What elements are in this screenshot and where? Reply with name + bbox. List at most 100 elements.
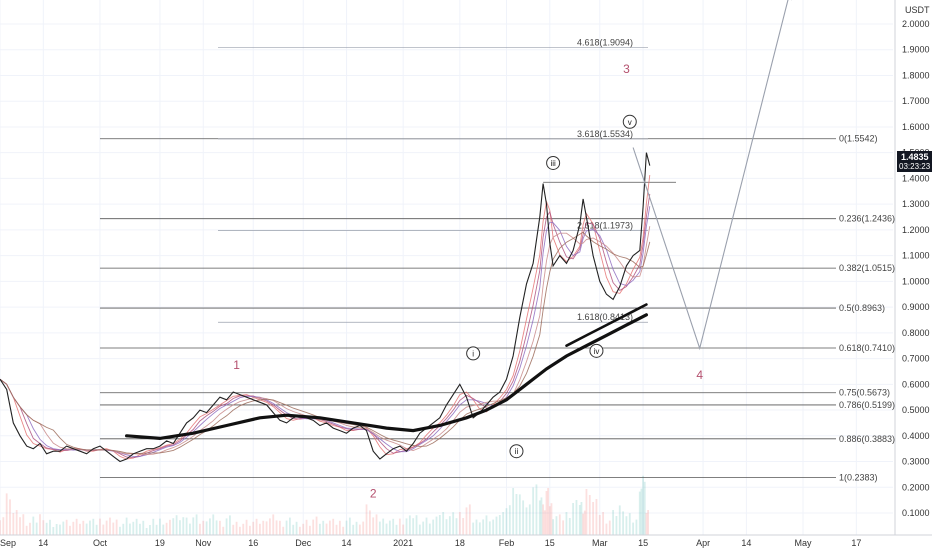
- volume-bar: [199, 523, 201, 535]
- volume-bar: [69, 525, 71, 535]
- volume-bar: [365, 504, 368, 535]
- volume-bar: [55, 524, 58, 535]
- volume-bar: [518, 494, 521, 535]
- volume-bar: [315, 516, 318, 535]
- volume-bar: [625, 516, 628, 535]
- volume-bar: [245, 519, 248, 535]
- wave-projection-path[interactable]: [632, 0, 790, 351]
- volume-bar: [292, 524, 295, 535]
- price-axis[interactable]: 0.1000 0.2000 0.3000 0.4000 0.5000 0.6000 0.70…: [902, 19, 930, 518]
- sub-wave-circle: [589, 343, 604, 358]
- sub-wave-label: i: [472, 349, 474, 358]
- price-tick-label: 1.0000: [902, 276, 930, 286]
- volume-bar: [219, 520, 221, 535]
- volume-bar: [185, 517, 188, 535]
- volume-bar: [647, 510, 649, 535]
- volume-bar: [72, 521, 75, 535]
- volume-bar: [398, 518, 401, 535]
- volume-bar: [209, 518, 211, 535]
- sub-wave-circle: [622, 114, 637, 129]
- volume-bar: [392, 518, 395, 535]
- volume-bar: [45, 522, 48, 535]
- fib-retracement[interactable]: 0(1.5542) 0.236(1.2436) 0.382(1.0515) 0.5(0…: [99, 134, 895, 483]
- volume-bar: [388, 520, 391, 535]
- volume-bar: [165, 522, 168, 535]
- time-tick-label: Oct: [93, 538, 108, 548]
- volume-bar: [232, 524, 235, 535]
- volume-bar: [202, 520, 205, 535]
- sub-wave-label: v: [628, 118, 632, 127]
- volume-bar: [602, 512, 605, 535]
- volume-bar: [583, 510, 586, 535]
- volume-bar: [515, 494, 518, 535]
- ema-upper-line: [565, 303, 648, 347]
- volume-bar: [109, 517, 111, 535]
- volume-bar: [498, 515, 501, 535]
- time-tick-label: 14: [38, 538, 48, 548]
- wave-projection[interactable]: [632, 0, 793, 351]
- volume-bar: [59, 524, 61, 535]
- volume-bar: [318, 523, 321, 535]
- time-tick-label: Feb: [499, 538, 515, 548]
- volume-bar: [543, 510, 546, 535]
- volume-bar: [628, 513, 631, 535]
- volume-bar: [75, 518, 78, 535]
- time-tick-label: 17: [851, 538, 861, 548]
- volume-bar: [2, 517, 5, 535]
- volume-bar: [485, 515, 488, 535]
- wave-label: 2: [370, 487, 377, 501]
- volume-bar: [525, 507, 528, 535]
- volume-bar: [159, 518, 161, 535]
- volume-bar: [378, 521, 381, 535]
- time-tick-label: Nov: [195, 538, 212, 548]
- price-tick-label: 1.4000: [902, 173, 930, 183]
- time-axis[interactable]: Sep 14 Oct 19 Nov 16 Dec 14 2021 18 Feb 15 Mar 15 Apr 1…: [0, 538, 861, 548]
- time-tick-label: May: [795, 538, 813, 548]
- sub-wave-circle: [546, 155, 561, 170]
- volume-bar: [195, 514, 198, 535]
- volume-bar: [452, 512, 455, 535]
- fib-level-label: 1(0.2383): [839, 472, 878, 482]
- volume-bar: [242, 523, 245, 535]
- wave-label: 4: [696, 368, 703, 382]
- volume-bar: [640, 488, 643, 535]
- price-tick-label: 1.1000: [902, 251, 930, 261]
- sub-wave-circle: [466, 346, 481, 361]
- volume-bar: [592, 502, 595, 535]
- volume-bar: [302, 523, 305, 535]
- volume-bar: [295, 521, 298, 535]
- volume-bar: [578, 505, 581, 535]
- volume-bar: [368, 510, 371, 535]
- fib-level-label: 0.382(1.0515): [839, 263, 895, 273]
- volume-bar: [465, 507, 468, 535]
- volume-bar: [415, 515, 418, 535]
- volume-bar: [372, 517, 375, 535]
- volume-bar: [29, 522, 31, 535]
- time-tick-label: 18: [455, 538, 465, 548]
- price-tick-label: 2.0000: [902, 19, 930, 29]
- volume-bar: [395, 524, 398, 535]
- volume-bar: [532, 487, 535, 535]
- volume-bar: [562, 520, 565, 535]
- volume-bar: [262, 520, 265, 535]
- volume-bar: [125, 517, 128, 535]
- volume-bar: [352, 524, 355, 535]
- volume-bar: [79, 523, 81, 535]
- price-tick-label: 1.9000: [902, 45, 930, 55]
- fib-extension[interactable]: 4.618(1.9094) 3.618(1.5534) 2.618(1.1973) 1…: [218, 37, 648, 323]
- volume-bar: [645, 513, 648, 535]
- price-tick-label: 0.7000: [902, 354, 930, 364]
- volume-bar: [89, 520, 91, 535]
- volume-bar: [82, 520, 85, 535]
- volume-bar: [408, 515, 411, 535]
- price-tick-label: 0.3000: [902, 457, 930, 467]
- volume-bar: [99, 518, 101, 535]
- volume-bar: [182, 517, 185, 535]
- volume-bar: [9, 499, 11, 535]
- price-tick-label: 1.6000: [902, 122, 930, 132]
- time-tick-label: Sep: [0, 538, 16, 548]
- price-tick-label: 0.2000: [902, 482, 930, 492]
- volume-bar: [308, 525, 311, 535]
- volume-bar: [638, 491, 641, 535]
